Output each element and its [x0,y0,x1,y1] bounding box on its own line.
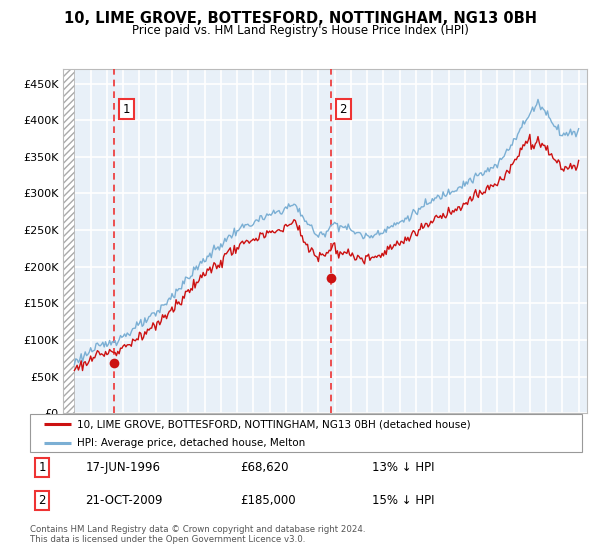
Text: Price paid vs. HM Land Registry's House Price Index (HPI): Price paid vs. HM Land Registry's House … [131,24,469,36]
Text: 17-JUN-1996: 17-JUN-1996 [85,461,160,474]
Text: 10, LIME GROVE, BOTTESFORD, NOTTINGHAM, NG13 0BH (detached house): 10, LIME GROVE, BOTTESFORD, NOTTINGHAM, … [77,419,470,429]
Text: 15% ↓ HPI: 15% ↓ HPI [372,493,435,507]
Bar [63,69,74,413]
Text: Contains HM Land Registry data © Crown copyright and database right 2024.
This d: Contains HM Land Registry data © Crown c… [30,525,365,544]
Text: 2: 2 [340,102,347,116]
Text: £68,620: £68,620 [240,461,288,474]
Text: HPI: Average price, detached house, Melton: HPI: Average price, detached house, Melt… [77,438,305,448]
Text: £185,000: £185,000 [240,493,295,507]
Text: 10, LIME GROVE, BOTTESFORD, NOTTINGHAM, NG13 0BH: 10, LIME GROVE, BOTTESFORD, NOTTINGHAM, … [64,11,536,26]
Text: 1: 1 [122,102,130,116]
Text: 13% ↓ HPI: 13% ↓ HPI [372,461,435,474]
Text: 1: 1 [38,461,46,474]
FancyBboxPatch shape [30,414,582,452]
Text: 21-OCT-2009: 21-OCT-2009 [85,493,163,507]
Text: 2: 2 [38,493,46,507]
